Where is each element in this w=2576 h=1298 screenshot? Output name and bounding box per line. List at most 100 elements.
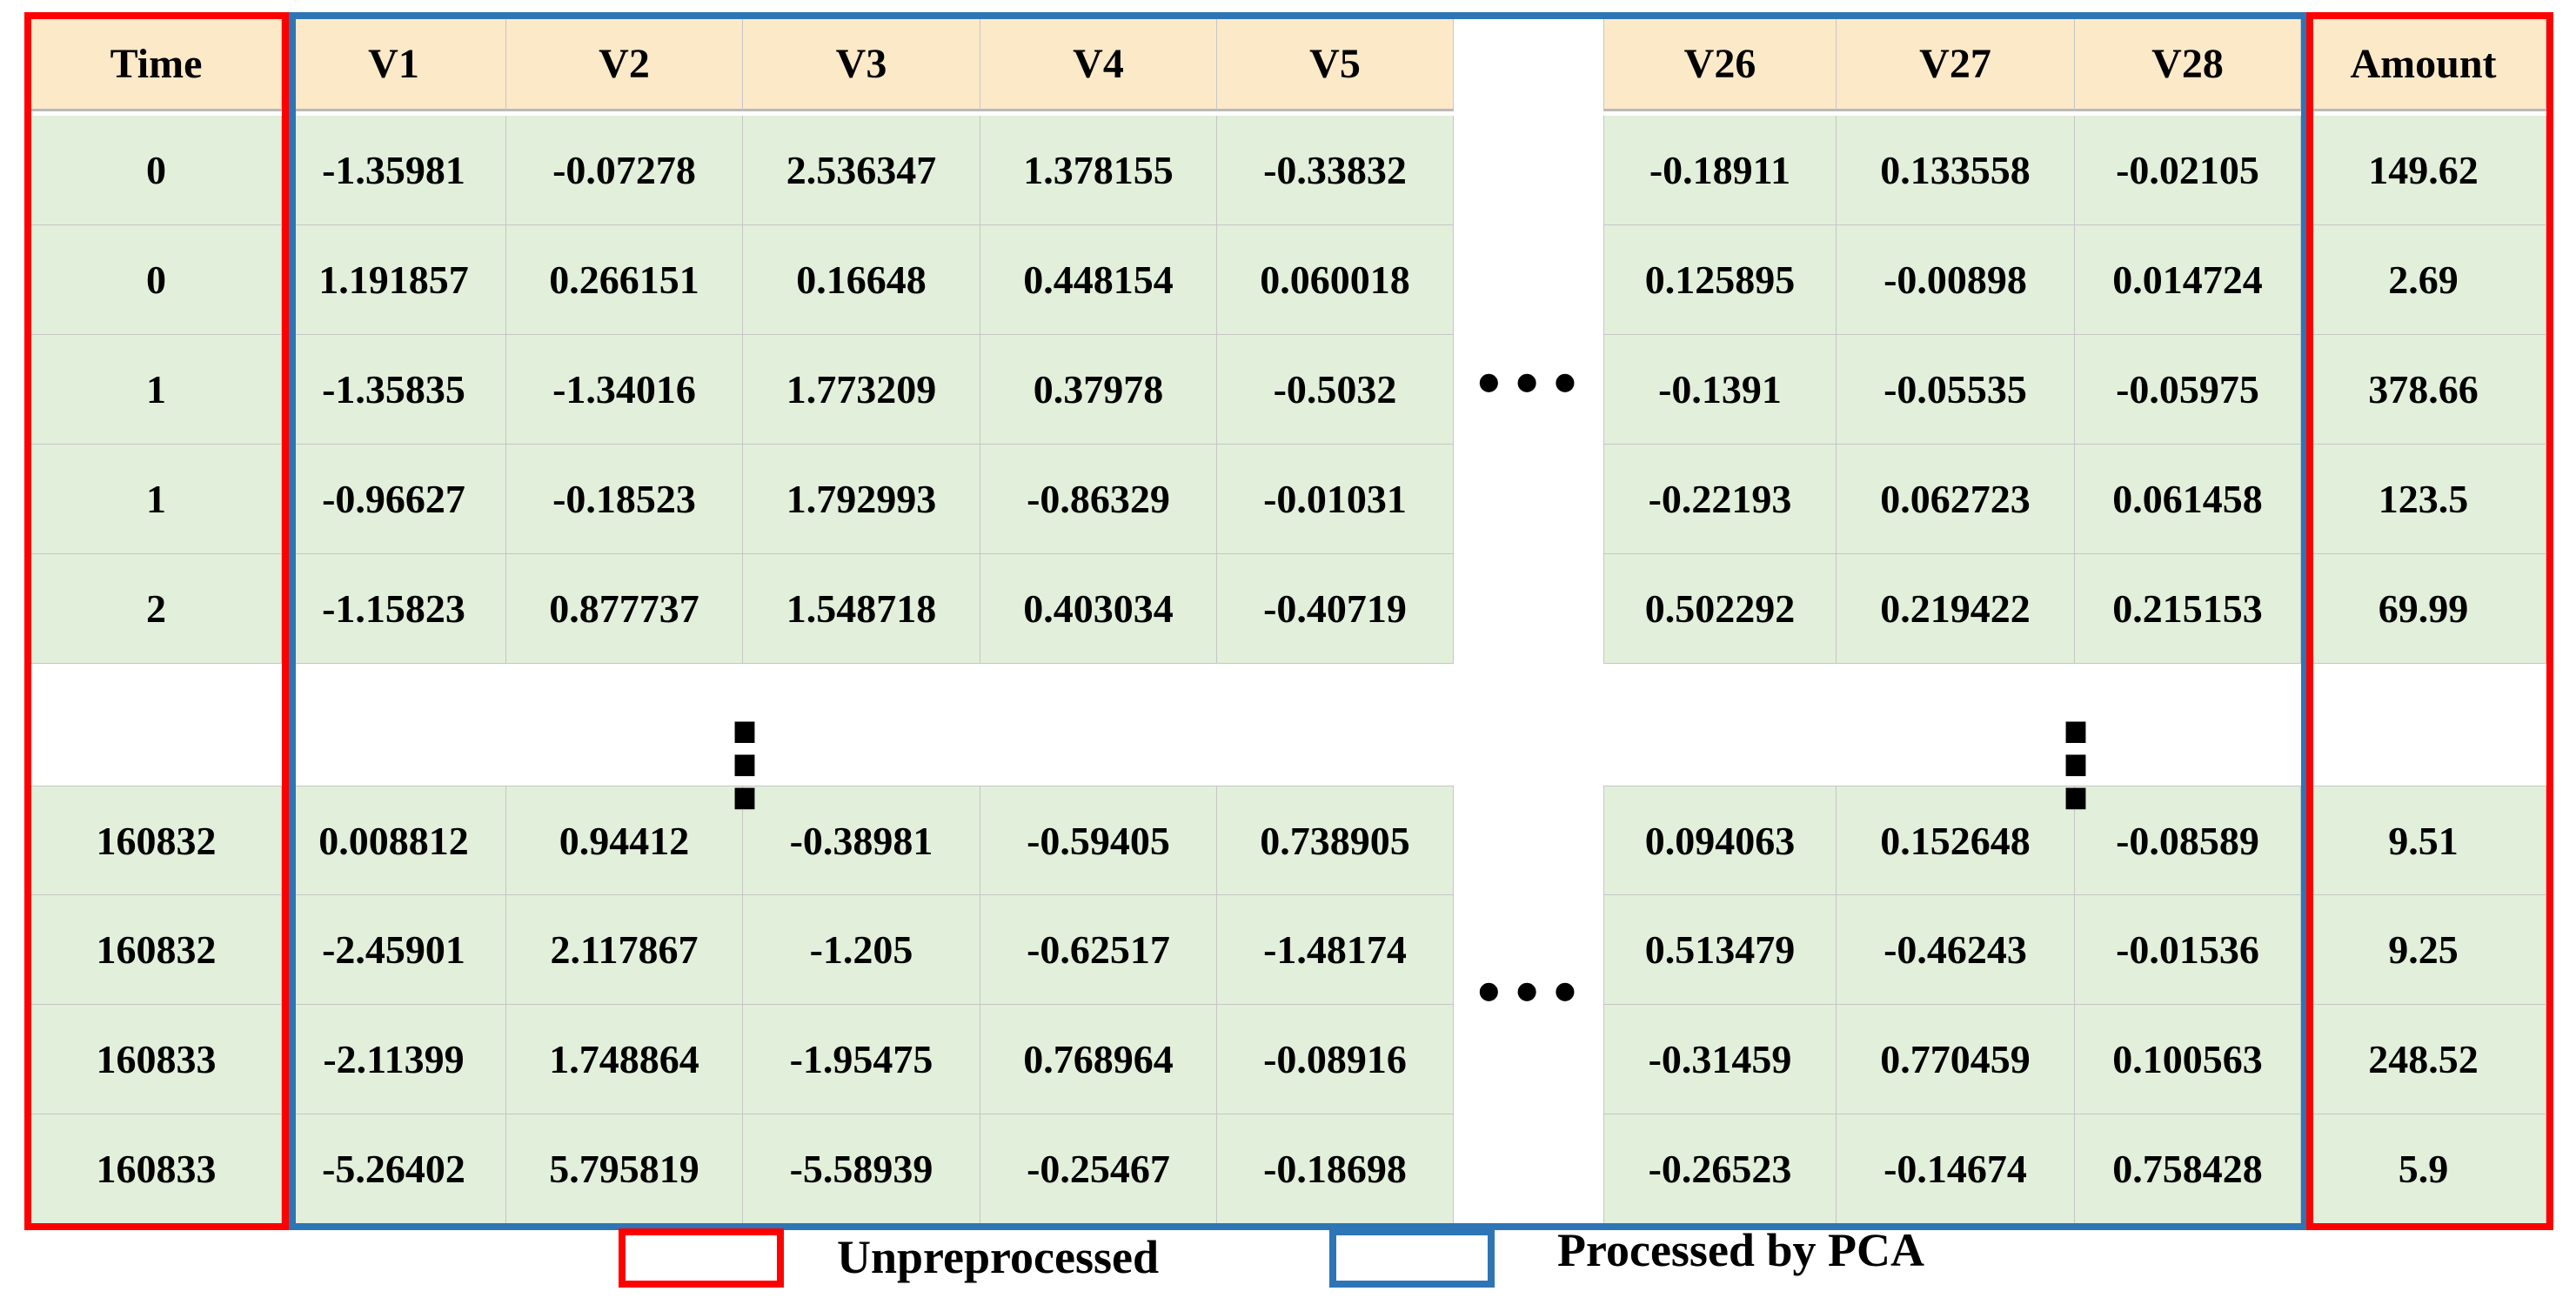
table-cell: -1.35981	[282, 116, 506, 225]
table-cell: 160833	[31, 1114, 282, 1224]
table-cell: -1.34016	[506, 335, 743, 445]
table-cell: 0.768964	[980, 1005, 1217, 1114]
header-cell: V26	[1603, 19, 1837, 111]
table-cell: 1	[31, 445, 282, 554]
ellipsis-row-cell	[282, 664, 506, 786]
gap-cell	[1454, 445, 1603, 554]
legend-swatch-processed-by-pca	[1329, 1228, 1495, 1288]
header-cell: V28	[2075, 19, 2301, 111]
table-cell: 69.99	[2301, 554, 2546, 664]
table-cell: 248.52	[2301, 1005, 2546, 1114]
table-cell: -0.86329	[980, 445, 1217, 554]
table-cell: 0.100563	[2075, 1005, 2301, 1114]
table-cell: 9.25	[2301, 895, 2546, 1005]
table-cell: 0.448154	[980, 225, 1217, 335]
table-cell: -0.62517	[980, 895, 1217, 1005]
table-cell: 0.061458	[2075, 445, 2301, 554]
table-cell: 2	[31, 554, 282, 664]
table-cell: -0.18911	[1603, 116, 1837, 225]
gap-cell	[1454, 116, 1603, 225]
table-cell: 123.5	[2301, 445, 2546, 554]
header-cell: Time	[31, 19, 282, 111]
table-cell: 0.125895	[1603, 225, 1837, 335]
header-cell: V5	[1217, 19, 1454, 111]
table-cell: 0.94412	[506, 786, 743, 895]
table-cell: 378.66	[2301, 335, 2546, 445]
table-cell: 149.62	[2301, 116, 2546, 225]
table-cell: 0.219422	[1837, 554, 2075, 664]
header-cell: V1	[282, 19, 506, 111]
table-cell: -0.5032	[1217, 335, 1454, 445]
table-cell: -0.96627	[282, 445, 506, 554]
table-cell: -0.05975	[2075, 335, 2301, 445]
table-cell: 160833	[31, 1005, 282, 1114]
table-cell: -1.95475	[743, 1005, 980, 1114]
table-cell: 0.060018	[1217, 225, 1454, 335]
table-cell: 1.748864	[506, 1005, 743, 1114]
table-cell: 5.9	[2301, 1114, 2546, 1224]
table-cell: -2.45901	[282, 895, 506, 1005]
table-cell: 0.062723	[1837, 445, 2075, 554]
gap-cell	[1454, 19, 1603, 111]
gap-cell	[1454, 1114, 1603, 1224]
legend-label-processed-by-pca: Processed by PCA	[1557, 1224, 1924, 1276]
gap-cell	[1454, 786, 1603, 895]
table-cell: -0.07278	[506, 116, 743, 225]
table-cell: -0.01031	[1217, 445, 1454, 554]
table-cell: 0.16648	[743, 225, 980, 335]
header-cell: V4	[980, 19, 1217, 111]
table-cell: 0.266151	[506, 225, 743, 335]
table-cell: 0.008812	[282, 786, 506, 895]
table-cell: -1.15823	[282, 554, 506, 664]
table-cell: 160832	[31, 786, 282, 895]
ellipsis-row-cell	[31, 664, 282, 786]
table-cell: 160832	[31, 895, 282, 1005]
table-cell: 0.014724	[2075, 225, 2301, 335]
table-cell: 0	[31, 116, 282, 225]
table-cell: 0.37978	[980, 335, 1217, 445]
table-cell: -0.05535	[1837, 335, 2075, 445]
table-cell: -0.59405	[980, 786, 1217, 895]
table-cell: -0.25467	[980, 1114, 1217, 1224]
table-cell: 2.69	[2301, 225, 2546, 335]
table-cell: 0.738905	[1217, 786, 1454, 895]
data-table: Time V1 V2 V3 V4 V5 V26 V27 V28 Amount 0 -1.35981 -0…	[31, 19, 2546, 1224]
table-cell: -1.35835	[282, 335, 506, 445]
table-cell: 0.877737	[506, 554, 743, 664]
table-cell: 1.378155	[980, 116, 1217, 225]
table-cell: 2.117867	[506, 895, 743, 1005]
table-cell: 0	[31, 225, 282, 335]
ellipsis-row-cell	[1603, 664, 1837, 786]
table-cell: 0.152648	[1837, 786, 2075, 895]
table-cell: -0.26523	[1603, 1114, 1837, 1224]
table-cell: -5.58939	[743, 1114, 980, 1224]
header-cell: V2	[506, 19, 743, 111]
gap-cell	[1454, 554, 1603, 664]
header-cell: V3	[743, 19, 980, 111]
ellipsis-row-cell	[1217, 664, 1454, 786]
ellipsis-row-cell	[1454, 664, 1603, 786]
table-cell: -0.38981	[743, 786, 980, 895]
table-cell: -0.33832	[1217, 116, 1454, 225]
table-cell: 0.770459	[1837, 1005, 2075, 1114]
table-cell: -0.08916	[1217, 1005, 1454, 1114]
table-cell: 1.191857	[282, 225, 506, 335]
ellipsis-row-cell	[980, 664, 1217, 786]
table-cell: -2.11399	[282, 1005, 506, 1114]
header-cell: Amount	[2301, 19, 2546, 111]
legend-label-unpreprocessed: Unpreprocessed	[837, 1231, 1160, 1283]
table-cell: -0.22193	[1603, 445, 1837, 554]
table-cell: -0.18698	[1217, 1114, 1454, 1224]
table-cell: 0.403034	[980, 554, 1217, 664]
table-cell: 1.792993	[743, 445, 980, 554]
table-cell: 0.133558	[1837, 116, 2075, 225]
table-cell: -1.48174	[1217, 895, 1454, 1005]
ellipsis-row-cell	[2301, 664, 2546, 786]
table-cell: -5.26402	[282, 1114, 506, 1224]
table-cell: 0.094063	[1603, 786, 1837, 895]
table-cell: 5.795819	[506, 1114, 743, 1224]
table-cell: -0.18523	[506, 445, 743, 554]
table-cell: 0.758428	[2075, 1114, 2301, 1224]
table-cell: -0.02105	[2075, 116, 2301, 225]
